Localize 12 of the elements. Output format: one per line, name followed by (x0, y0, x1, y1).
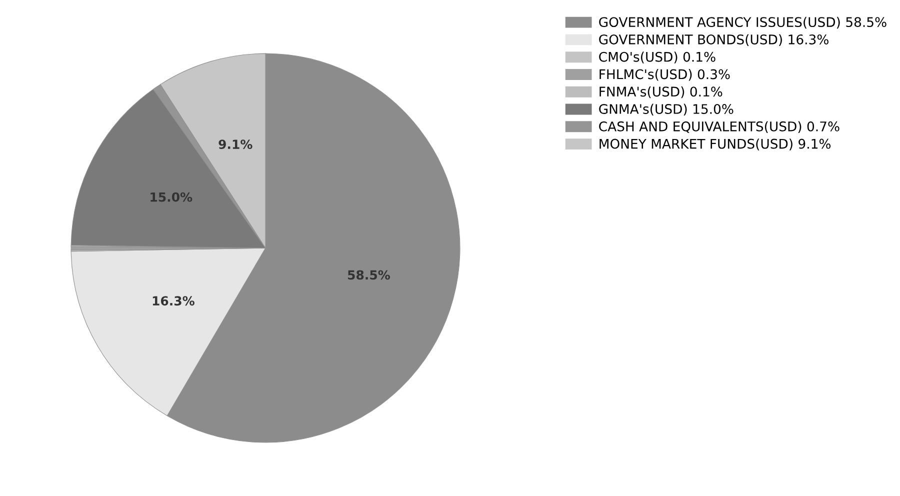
legend-label: MONEY MARKET FUNDS(USD) 9.1% (600, 138, 831, 150)
legend-label: GOVERNMENT AGENCY ISSUES(USD) 58.5% (599, 16, 886, 29)
legend-label: GOVERNMENT BONDS(USD) 16.3% (599, 34, 828, 46)
legend-label: GNMA's(USD) 15.0% (599, 104, 734, 116)
data-label: 9.1% (218, 140, 252, 150)
legend-label: FHLMC's(USD) 0.3% (600, 69, 730, 81)
legend-label: CASH AND EQUIVALENTS(USD) 0.7% (599, 121, 840, 133)
legend-label: FNMA's(USD) 0.1% (600, 86, 722, 98)
data-label: 58.5% (348, 270, 390, 280)
data-label: 15.0% (150, 192, 192, 202)
legend-label: CMO's(USD) 0.1% (599, 52, 716, 64)
data-label: 16.3% (152, 296, 194, 306)
